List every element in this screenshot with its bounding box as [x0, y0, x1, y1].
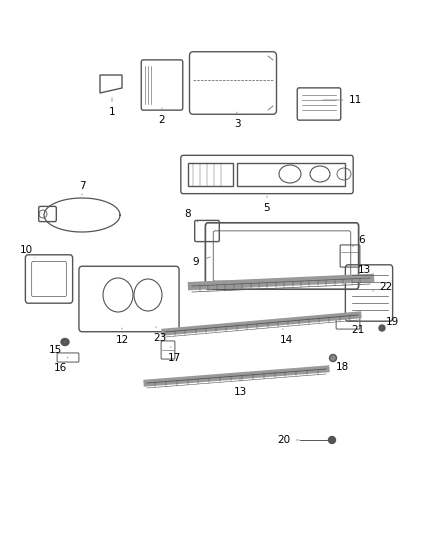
Text: 8: 8 — [185, 209, 198, 222]
Text: 20: 20 — [277, 435, 299, 445]
Bar — [188, 163, 233, 186]
Text: 16: 16 — [53, 357, 68, 373]
Text: 12: 12 — [115, 328, 129, 345]
Text: 2: 2 — [159, 108, 165, 125]
Text: 19: 19 — [382, 317, 399, 328]
Text: 21: 21 — [348, 318, 364, 335]
Text: 5: 5 — [264, 196, 270, 213]
Ellipse shape — [328, 437, 336, 443]
Ellipse shape — [379, 325, 385, 331]
Ellipse shape — [329, 354, 336, 361]
Bar — [237, 163, 345, 186]
Text: 1: 1 — [109, 98, 115, 117]
Text: 7: 7 — [79, 181, 85, 195]
Text: 15: 15 — [48, 342, 65, 355]
Text: 6: 6 — [352, 235, 365, 246]
Text: 11: 11 — [323, 95, 362, 105]
Text: 22: 22 — [373, 282, 392, 292]
Text: 9: 9 — [193, 257, 210, 267]
Ellipse shape — [61, 338, 69, 345]
Text: 13: 13 — [233, 379, 247, 397]
Text: 18: 18 — [333, 356, 349, 372]
Text: 17: 17 — [167, 346, 180, 363]
Text: 3: 3 — [234, 112, 240, 129]
Text: 10: 10 — [19, 245, 35, 258]
Text: 13: 13 — [350, 265, 371, 277]
Text: 14: 14 — [279, 329, 293, 345]
Text: 23: 23 — [153, 327, 166, 343]
